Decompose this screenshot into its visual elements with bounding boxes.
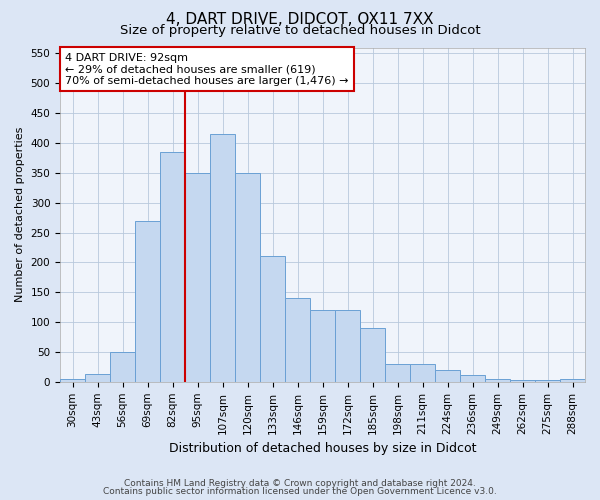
Bar — [335, 310, 360, 382]
X-axis label: Distribution of detached houses by size in Didcot: Distribution of detached houses by size … — [169, 442, 476, 455]
Bar — [310, 310, 335, 382]
Bar — [85, 374, 110, 382]
Bar — [185, 173, 210, 382]
Bar — [360, 328, 385, 382]
Bar — [110, 352, 135, 382]
Text: 4 DART DRIVE: 92sqm
← 29% of detached houses are smaller (619)
70% of semi-detac: 4 DART DRIVE: 92sqm ← 29% of detached ho… — [65, 52, 349, 86]
Bar — [535, 380, 560, 382]
Bar — [135, 220, 160, 382]
Y-axis label: Number of detached properties: Number of detached properties — [15, 127, 25, 302]
Bar — [60, 379, 85, 382]
Bar — [260, 256, 285, 382]
Bar — [510, 380, 535, 382]
Text: Contains public sector information licensed under the Open Government Licence v3: Contains public sector information licen… — [103, 487, 497, 496]
Bar — [285, 298, 310, 382]
Text: Size of property relative to detached houses in Didcot: Size of property relative to detached ho… — [119, 24, 481, 37]
Bar — [460, 374, 485, 382]
Bar — [435, 370, 460, 382]
Text: 4, DART DRIVE, DIDCOT, OX11 7XX: 4, DART DRIVE, DIDCOT, OX11 7XX — [166, 12, 434, 26]
Bar — [410, 364, 435, 382]
Bar — [560, 379, 585, 382]
Bar — [485, 379, 510, 382]
Bar — [385, 364, 410, 382]
Bar — [160, 152, 185, 382]
Bar — [210, 134, 235, 382]
Text: Contains HM Land Registry data © Crown copyright and database right 2024.: Contains HM Land Registry data © Crown c… — [124, 478, 476, 488]
Bar — [235, 173, 260, 382]
